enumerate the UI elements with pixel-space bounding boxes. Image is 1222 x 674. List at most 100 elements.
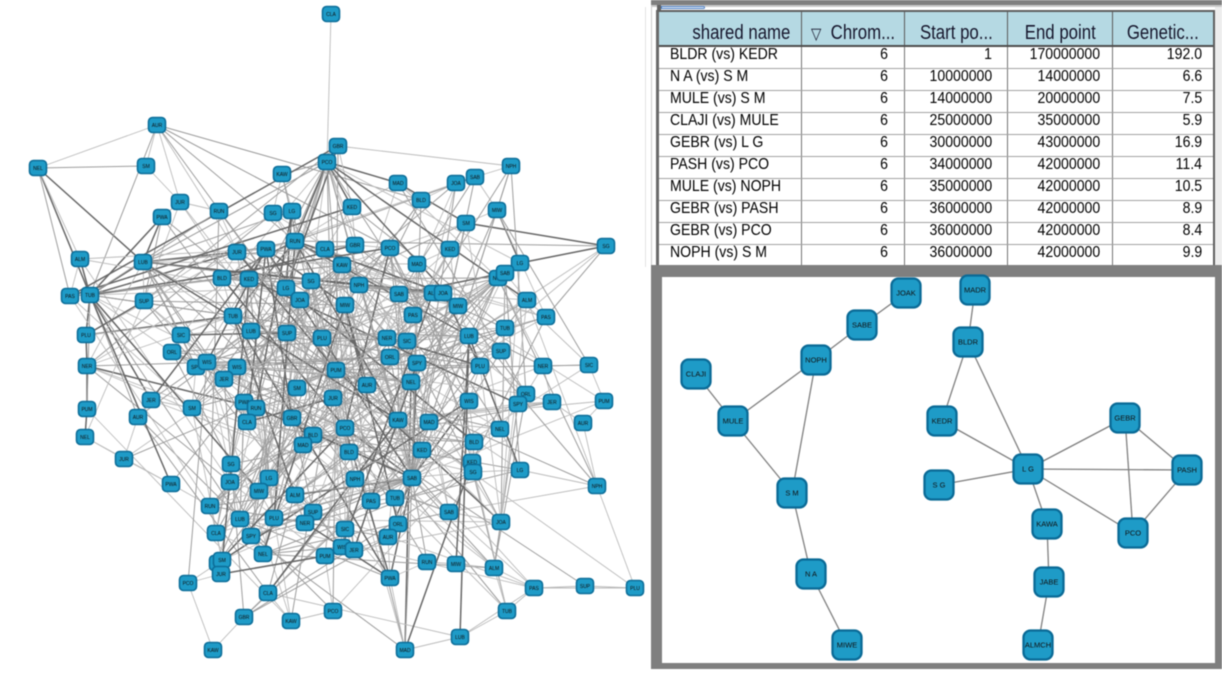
svg-text:NEL: NEL [495,427,505,433]
svg-text:LUB: LUB [138,260,148,266]
svg-text:SAB: SAB [407,476,418,482]
svg-text:SM: SM [142,164,150,170]
svg-text:MAD: MAD [392,181,404,187]
svg-text:MAD: MAD [399,648,411,654]
svg-text:JER: JER [146,398,156,404]
svg-text:MIWE: MIWE [837,641,857,650]
svg-text:PWA: PWA [384,576,396,582]
svg-text:BLD: BLD [469,440,479,446]
svg-text:ORL: ORL [521,392,532,398]
svg-text:SG: SG [602,244,609,250]
svg-text:SPY: SPY [246,534,257,540]
svg-text:CLA: CLA [242,420,252,426]
svg-text:LG: LG [289,209,296,215]
svg-text:SM: SM [188,406,196,412]
svg-text:SUP: SUP [282,331,293,337]
svg-text:ALM: ALM [489,566,499,572]
svg-text:PCO: PCO [1125,529,1141,538]
svg-text:TUB: TUB [500,326,511,332]
svg-text:CLA: CLA [211,531,221,537]
svg-text:KED: KED [467,460,478,466]
svg-text:SIC: SIC [403,339,412,345]
svg-text:BLD: BLD [416,198,426,204]
svg-text:SIC: SIC [341,527,350,533]
svg-text:MIW: MIW [254,489,265,495]
svg-text:PUM: PUM [330,368,341,374]
svg-text:SPY: SPY [191,365,202,371]
svg-text:WIS: WIS [464,399,474,405]
svg-text:MULE: MULE [723,417,744,426]
svg-text:CLAJI: CLAJI [686,370,706,379]
svg-text:MIW: MIW [451,562,462,568]
svg-text:NPH: NPH [350,477,361,483]
svg-text:KED: KED [445,247,456,253]
svg-text:TUB: TUB [390,496,401,502]
svg-text:PWA: PWA [260,247,272,253]
svg-text:SUP: SUP [308,510,319,516]
svg-text:JABE: JABE [1040,578,1059,587]
svg-text:SAB: SAB [444,510,455,516]
svg-text:BLD: BLD [344,450,354,456]
svg-text:NEL: NEL [80,435,90,441]
svg-text:GBR: GBR [333,144,344,150]
svg-text:NEL: NEL [33,166,43,172]
svg-text:MIW: MIW [340,303,351,309]
svg-text:N A: N A [805,570,817,579]
svg-text:KAW: KAW [207,648,218,654]
svg-text:KEDR: KEDR [932,417,953,426]
svg-text:SG: SG [469,470,476,476]
svg-text:KAW: KAW [285,619,296,625]
svg-text:LUB: LUB [246,329,256,335]
svg-text:RUN: RUN [422,560,433,566]
svg-text:JOA: JOA [451,181,461,187]
svg-text:SM: SM [462,221,470,227]
svg-text:TUB: TUB [85,293,96,299]
svg-text:ALM: ALM [75,257,85,263]
svg-text:MADR: MADR [964,286,987,295]
svg-text:LUB: LUB [455,635,465,641]
svg-text:WIS: WIS [232,365,242,371]
svg-text:RUN: RUN [290,239,301,245]
svg-text:PCO: PCO [328,609,339,615]
svg-text:PAS: PAS [529,586,539,592]
svg-text:PUM: PUM [598,399,609,405]
svg-text:GBR: GBR [350,243,361,249]
svg-text:NPH: NPH [354,283,365,289]
svg-text:SIC: SIC [585,363,594,369]
svg-text:LUB: LUB [464,334,474,340]
svg-text:SPY: SPY [513,402,524,408]
svg-text:SAB: SAB [394,292,405,298]
svg-text:PWA: PWA [238,400,250,406]
svg-text:JOA: JOA [496,520,506,526]
svg-text:KED: KED [417,448,428,454]
svg-text:JOA: JOA [295,298,305,304]
svg-text:SPY: SPY [412,361,423,367]
svg-text:PCO: PCO [322,160,333,166]
svg-text:PCO: PCO [340,426,351,432]
svg-text:PLU: PLU [475,364,485,370]
svg-text:CLA: CLA [263,591,273,597]
svg-text:GBR: GBR [239,615,250,621]
svg-text:WIS: WIS [202,360,212,366]
svg-text:PLU: PLU [317,336,327,342]
svg-text:ALM: ALM [428,291,438,297]
svg-text:BLD: BLD [217,276,227,282]
svg-text:AUR: AUR [152,123,163,129]
svg-text:RUN: RUN [205,504,216,510]
svg-text:JER: JER [547,400,557,406]
svg-text:NER: NER [82,364,93,370]
svg-text:TUB: TUB [228,314,239,320]
svg-text:NER: NER [538,364,549,370]
svg-text:SAB: SAB [470,175,481,181]
svg-text:MIW: MIW [453,304,464,310]
svg-text:SG: SG [307,279,314,285]
svg-text:KAW: KAW [392,418,403,424]
svg-text:GEBR: GEBR [1114,414,1136,423]
svg-text:NER: NER [382,336,393,342]
svg-text:PAS: PAS [65,294,75,300]
svg-text:NEL: NEL [258,552,268,558]
svg-text:AUR: AUR [578,421,589,427]
svg-text:TUB: TUB [502,609,513,615]
svg-text:PAS: PAS [366,499,376,505]
svg-text:PAS: PAS [541,315,551,321]
